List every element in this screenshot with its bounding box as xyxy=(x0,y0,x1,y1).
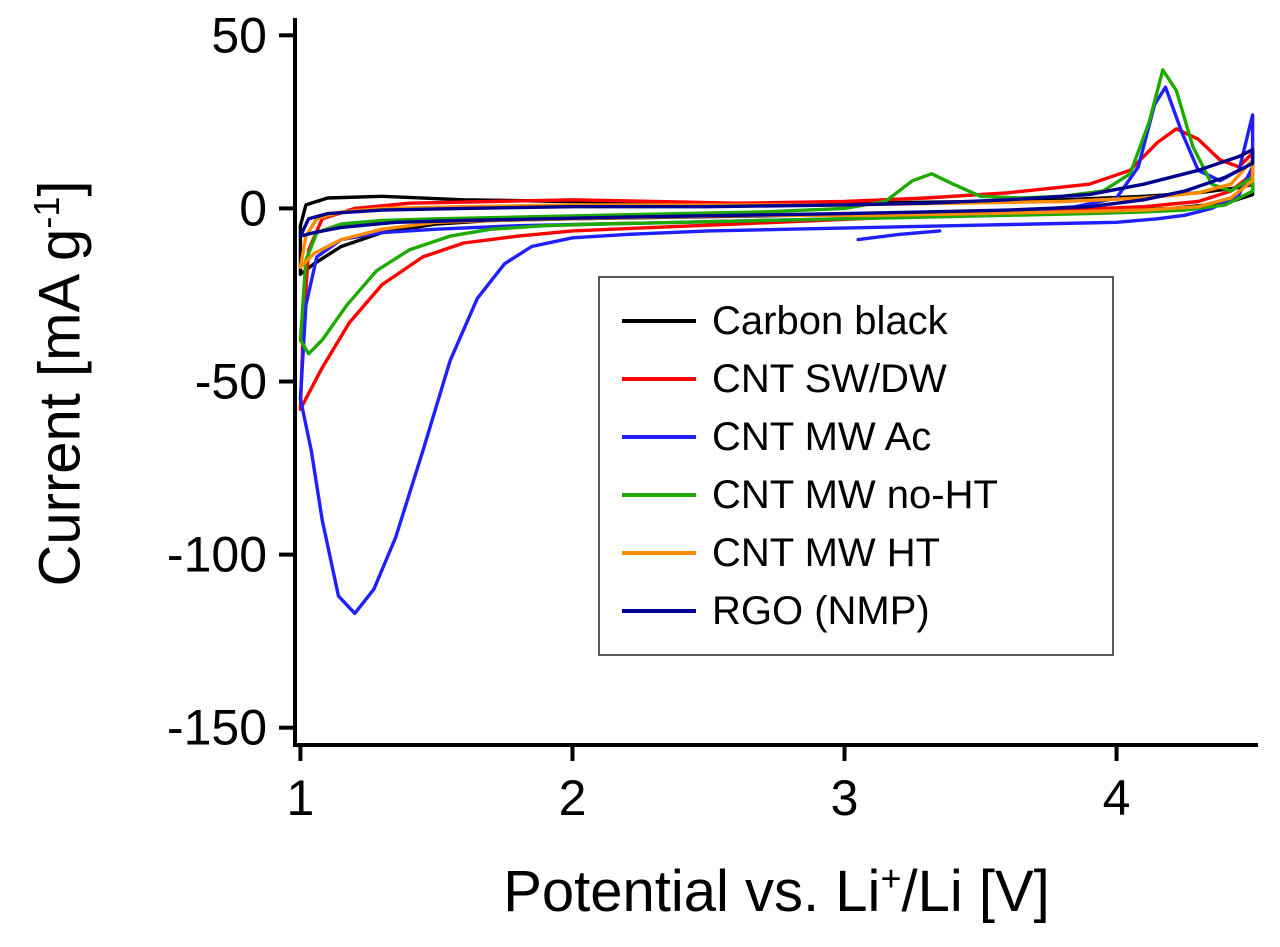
x-tick-label: 4 xyxy=(1103,770,1131,826)
x-axis-superscript: + xyxy=(880,857,902,899)
x-axis-label: Potential vs. Li+/Li [V] xyxy=(503,857,1050,924)
legend-item: CNT MW HT xyxy=(622,524,1112,582)
y-tick-label: -50 xyxy=(195,354,267,410)
y-tick-label: 50 xyxy=(211,7,267,63)
y-tick-label: 0 xyxy=(239,180,267,236)
x-tick-label: 1 xyxy=(287,770,315,826)
y-tick-label: -100 xyxy=(167,527,267,583)
legend-item: Carbon black xyxy=(622,292,1112,350)
legend-label: CNT MW no-HT xyxy=(712,472,998,517)
x-tick-label: 2 xyxy=(559,770,587,826)
legend-label: RGO (NMP) xyxy=(712,588,930,633)
legend-line-swatch xyxy=(622,377,696,381)
legend-item: CNT SW/DW xyxy=(622,350,1112,408)
legend-line-swatch xyxy=(622,551,696,555)
legend-line-swatch xyxy=(622,609,696,613)
series-curve-cnt-mw-ac xyxy=(856,229,942,242)
legend-line-swatch xyxy=(622,319,696,323)
legend-item: RGO (NMP) xyxy=(622,582,1112,640)
axis-spine xyxy=(293,18,1258,747)
series-curve-rgo-nmp- xyxy=(298,147,1255,238)
y-axis-label: Current [mA g-1] xyxy=(26,180,93,587)
legend-label: CNT MW HT xyxy=(712,530,941,575)
legend-item: CNT MW no-HT xyxy=(622,466,1112,524)
legend-line-swatch xyxy=(622,493,696,497)
legend-label: CNT SW/DW xyxy=(712,356,947,401)
legend: Carbon black CNT SW/DW CNT MW Ac CNT MW no-… xyxy=(598,276,1114,656)
legend-line-swatch xyxy=(622,435,696,439)
y-axis-superscript: -1 xyxy=(26,196,68,229)
legend-label: Carbon black xyxy=(712,298,948,343)
legend-label: CNT MW Ac xyxy=(712,414,932,459)
y-tick-label: -150 xyxy=(167,700,267,756)
x-tick-label: 3 xyxy=(831,770,859,826)
legend-item: CNT MW Ac xyxy=(622,408,1112,466)
series-curve-cnt-mw-no-ht xyxy=(298,68,1255,356)
